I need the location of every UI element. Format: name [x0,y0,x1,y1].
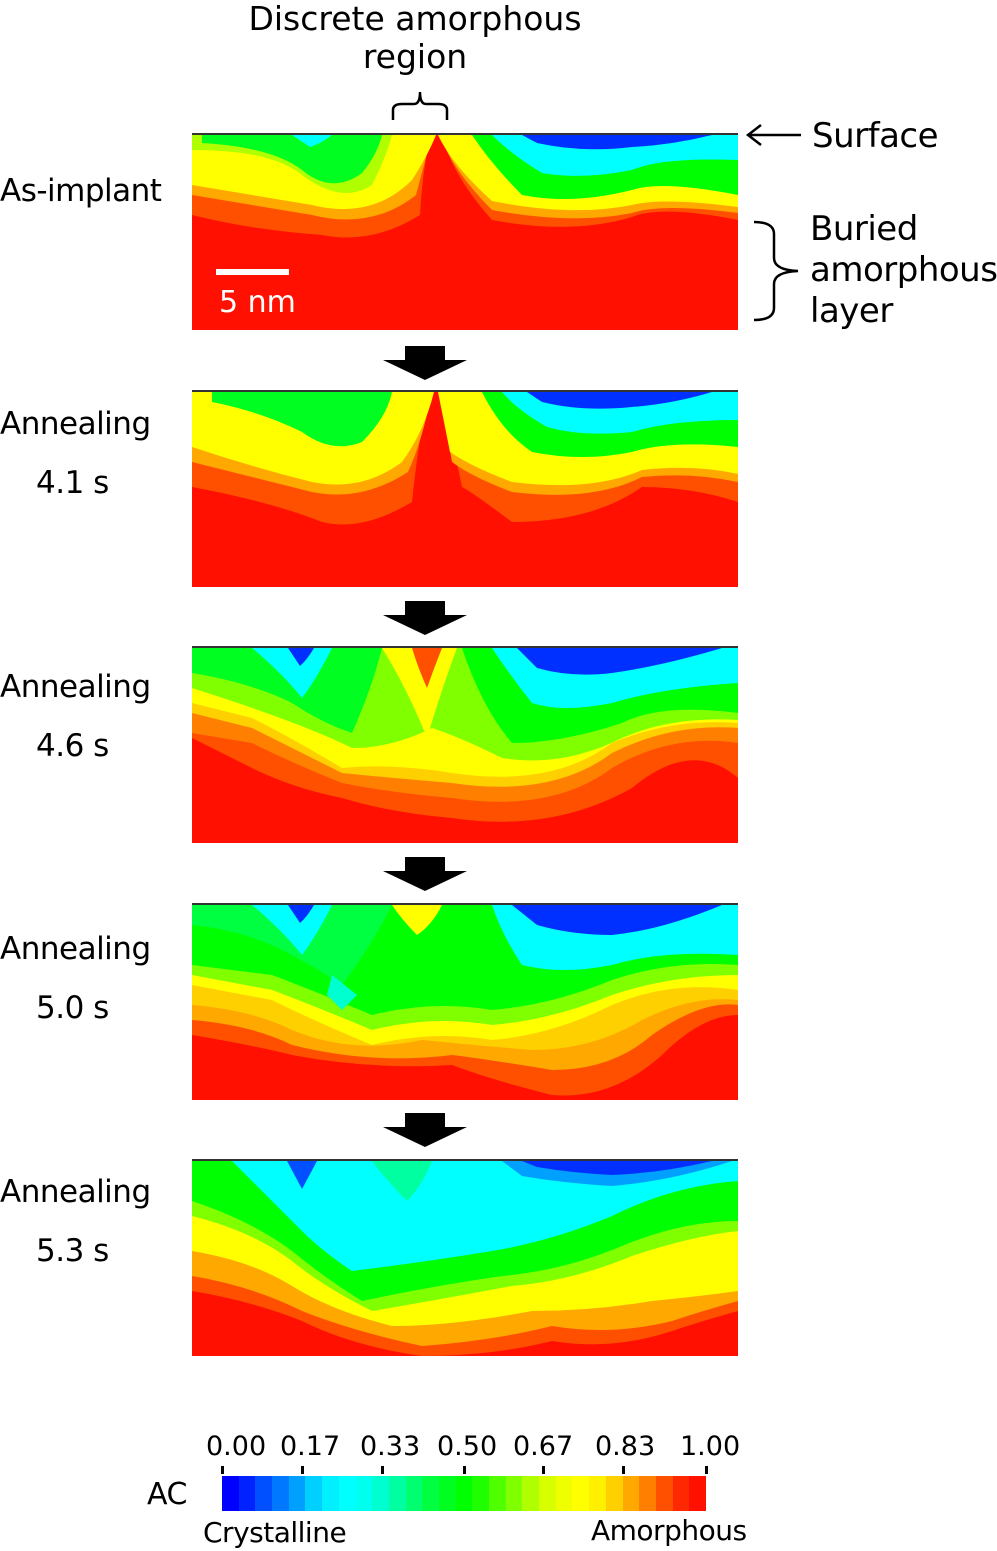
colorbar-tick-label: 0.50 [437,1431,498,1462]
heatmap-panel-anneal-5-0s [192,903,738,1100]
colorbar-tick-label: 0.00 [206,1431,267,1462]
colorbar-tick [622,1466,625,1474]
panel-label-anneal-1: Annealing [0,406,151,442]
colorbar-swatch [222,1476,239,1511]
colorbar-swatch [272,1476,289,1511]
panel-time-anneal-2: 4.6 s [36,728,109,764]
colorbar-swatch [605,1476,623,1511]
colorbar-tick-label: 0.33 [360,1431,421,1462]
colorbar-swatch [388,1476,406,1511]
colorbar-high-label: Amorphous [591,1514,747,1547]
colorbar-tick-label: 0.67 [513,1431,574,1462]
colorbar-swatch [639,1476,656,1511]
heatmap-panel-as-implant: 5 nm [192,133,738,330]
scale-bar-label: 5 nm [219,285,296,320]
colorbar-swatch [555,1476,573,1511]
panel-label-anneal-4: Annealing [0,1174,151,1210]
colorbar-swatch [338,1476,356,1511]
colorbar-swatch [322,1476,339,1511]
brace-top-icon [391,91,449,120]
title-line2: region [362,37,468,76]
colorbar-tick [705,1466,708,1474]
down-arrow-icon [383,857,467,891]
colorbar-tick [381,1466,384,1474]
colorbar-swatch [255,1476,273,1511]
colorbar-tick [301,1466,304,1474]
buried-label-2: amorphous [810,250,997,290]
colorbar-swatch [288,1476,306,1511]
panel-time-anneal-4: 5.3 s [36,1233,109,1269]
colorbar-swatch [372,1476,389,1511]
colorbar-swatch [622,1476,640,1511]
colorbar [222,1476,706,1511]
heatmap-panel-anneal-4-6s [192,646,738,843]
colorbar-tick [221,1466,224,1474]
colorbar-swatch [572,1476,590,1511]
buried-label-1: Buried [810,209,918,249]
colorbar-swatch [238,1476,256,1511]
arrow-left-icon [745,124,801,146]
colorbar-swatch [689,1476,706,1511]
panel-label-anneal-3: Annealing [0,931,151,967]
panel-time-anneal-1: 4.1 s [36,465,109,501]
title-line1: Discrete amorphous [248,0,582,38]
colorbar-swatch [539,1476,556,1511]
down-arrow-icon [383,346,467,380]
colorbar-tick-label: 1.00 [680,1431,741,1462]
colorbar-swatch [472,1476,489,1511]
surface-label: Surface [812,116,939,156]
buried-label-3: layer [810,291,893,331]
colorbar-swatch [522,1476,540,1511]
down-arrow-icon [383,601,467,635]
colorbar-swatch [655,1476,673,1511]
down-arrow-icon [383,1113,467,1147]
colorbar-swatch [489,1476,506,1511]
colorbar-tick-label: 0.17 [280,1431,341,1462]
colorbar-low-label: Crystalline [203,1516,347,1549]
colorbar-swatch [438,1476,456,1511]
colorbar-swatch [422,1476,439,1511]
heatmap-panel-anneal-4-1s [192,390,738,587]
brace-right-icon [753,220,799,322]
panel-label-anneal-2: Annealing [0,669,151,705]
colorbar-swatch [672,1476,690,1511]
figure-title: Discrete amorphous region [230,0,600,76]
colorbar-tick [463,1466,466,1474]
panel-label-as-implant: As-implant [0,173,162,209]
panel-time-anneal-3: 5.0 s [36,990,109,1026]
colorbar-swatch [589,1476,606,1511]
colorbar-tick-label: 0.83 [595,1431,656,1462]
heatmap-panel-anneal-5-3s [192,1159,738,1356]
colorbar-swatch [405,1476,423,1511]
colorbar-tick [542,1466,545,1474]
colorbar-swatch [355,1476,373,1511]
colorbar-swatch [455,1476,473,1511]
colorbar-swatch [305,1476,323,1511]
scale-bar [216,269,289,275]
colorbar-swatch [505,1476,523,1511]
colorbar-axis-label: AC [147,1477,187,1512]
